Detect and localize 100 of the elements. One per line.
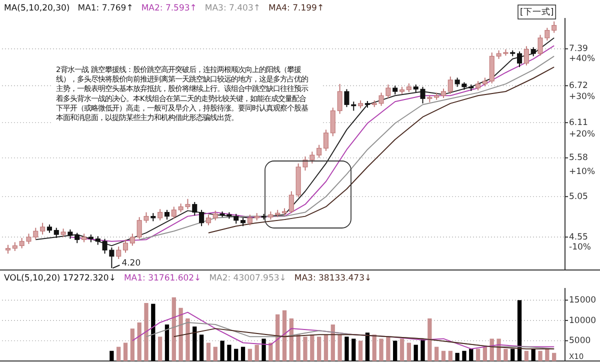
candlestick: [40, 222, 46, 236]
y-tick-label: 4.55: [569, 232, 588, 242]
candlestick: [123, 239, 128, 254]
bar: [310, 334, 314, 361]
y2-tick-label: +10%: [569, 167, 596, 178]
bar: [240, 346, 246, 361]
bar: [414, 344, 418, 361]
bar: [510, 348, 515, 361]
candlestick: [288, 190, 294, 214]
bar: [517, 300, 522, 361]
bar: [352, 338, 356, 361]
y-tick-label: 6.72: [569, 81, 588, 92]
annotation: 4.20: [122, 258, 141, 268]
bar: [393, 340, 398, 361]
line-series: [173, 328, 555, 350]
bar: [110, 350, 114, 361]
bar: [130, 328, 134, 361]
bar: [116, 346, 121, 361]
bar: [192, 326, 197, 361]
candlestick: [476, 80, 481, 91]
y-tick-label: 15000: [569, 295, 596, 306]
bar: [213, 346, 218, 361]
text: MA3: 38133.473↓: [294, 273, 372, 284]
bar: [262, 338, 266, 361]
bar: [186, 318, 190, 361]
bar: [199, 334, 204, 361]
line-series: [138, 56, 555, 240]
candlestick: [440, 88, 446, 99]
text: MA3: 7.403↑: [204, 3, 260, 14]
candlestick: [164, 209, 170, 220]
bar: [420, 338, 425, 361]
bar: [164, 324, 170, 361]
bar: [531, 348, 536, 361]
bar: [462, 350, 466, 361]
candlestick: [74, 232, 80, 244]
bar: [338, 334, 342, 361]
y2-tick-label: +20%: [569, 129, 596, 140]
bar: [400, 338, 404, 361]
bar: [227, 344, 232, 361]
y-tick-label: 10000: [569, 316, 596, 326]
bar: [144, 303, 148, 361]
bar: [552, 352, 556, 361]
text: MA4: 7.199↑: [268, 3, 324, 14]
candlestick: [116, 246, 122, 260]
bar: [123, 342, 128, 361]
y-tick-label: 5000: [569, 336, 591, 346]
candlestick: [68, 228, 73, 240]
candlestick: [330, 107, 336, 137]
bar: [344, 336, 349, 361]
candlestick: [158, 208, 163, 221]
candlestick: [323, 129, 328, 152]
bar: [455, 352, 460, 361]
chart-title: VOL(5,10,20) 17272.320↓: [4, 273, 116, 284]
bar: [316, 336, 322, 361]
candlestick: [234, 213, 239, 224]
bar: [158, 336, 162, 361]
candlestick: [524, 46, 529, 66]
bar: [386, 336, 390, 361]
candlestick: [448, 76, 453, 94]
candlestick: [247, 214, 252, 226]
bar: [234, 348, 238, 361]
bar: [358, 340, 363, 361]
y-tick-label: 5.05: [569, 192, 588, 202]
y2-tick-label: -10%: [569, 242, 591, 252]
bar: [206, 342, 211, 361]
y2-tick-label: +40%: [569, 54, 596, 64]
bar: [482, 346, 488, 361]
text: MA1: 31761.602↓: [124, 273, 202, 284]
bar: [448, 350, 452, 361]
bar: [324, 334, 328, 361]
bar: [545, 348, 550, 361]
bar: [178, 308, 183, 361]
y-tick-label: 7.39: [569, 44, 588, 54]
y2-tick-label: +30%: [569, 92, 596, 102]
bar: [137, 322, 142, 361]
bar: [524, 350, 529, 361]
candlestick: [199, 209, 204, 227]
bar: [365, 332, 370, 361]
candlestick: [130, 233, 135, 246]
bar: [441, 350, 446, 361]
text: MA2: 7.593↑: [141, 3, 197, 14]
candlestick: [212, 210, 218, 221]
bar: [220, 340, 224, 361]
bar: [504, 348, 508, 361]
bar: [538, 350, 542, 361]
bar: [406, 342, 411, 361]
text: MA1: 7.769↑: [78, 3, 134, 14]
bar: [303, 336, 308, 361]
bar: [476, 348, 480, 361]
chart-title: MA(5,10,20,30): [4, 3, 70, 14]
bar: [428, 318, 432, 361]
candlestick: [171, 206, 176, 220]
candlestick: [337, 83, 342, 114]
bar: [469, 348, 474, 361]
bar: [372, 334, 376, 361]
bar: [289, 318, 294, 361]
bar: [296, 334, 300, 361]
candlestick: [517, 50, 522, 68]
text: [下一式]: [520, 6, 554, 18]
candlestick: [54, 227, 59, 238]
